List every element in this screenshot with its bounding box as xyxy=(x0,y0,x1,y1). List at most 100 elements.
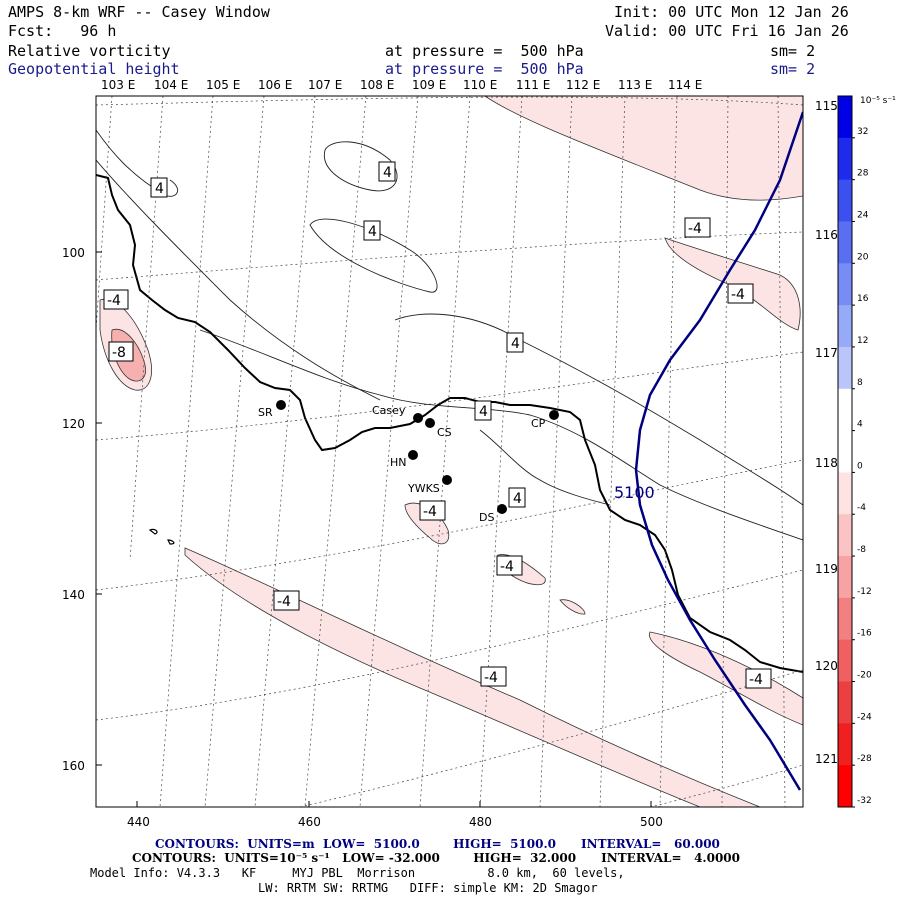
contour-label-text: 4 xyxy=(383,165,392,181)
contour-label-text: -4 xyxy=(749,672,763,688)
contour-label: 4 xyxy=(378,161,396,182)
station-label-ywks: YWKS xyxy=(407,482,440,495)
colorbar-swatch xyxy=(838,556,852,599)
colorbar xyxy=(837,95,855,808)
contour-label-text: -4 xyxy=(500,559,514,575)
colorbar-swatch xyxy=(838,597,852,641)
contour-label-text: -4 xyxy=(423,504,437,520)
colorbar-swatch xyxy=(838,221,852,264)
contour-info-height: CONTOURS: UNITS=m LOW= 5100.0 HIGH= 5100… xyxy=(155,837,720,851)
contour-label: -4 xyxy=(419,500,446,521)
lon-label-top: 112 E xyxy=(566,78,600,92)
contour-label: -4 xyxy=(745,668,772,689)
colorbar-swatch xyxy=(838,137,852,181)
y-tick-label: 140 xyxy=(62,588,85,602)
colorbar-label: 20 xyxy=(857,252,869,262)
colorbar-swatch xyxy=(838,263,852,306)
station-marker-hn xyxy=(408,450,418,460)
negative-vorticity-shading xyxy=(99,96,803,807)
contour-label-text: 4 xyxy=(368,224,377,240)
colorbar-label: -12 xyxy=(857,587,872,597)
height-contour-label: 5100 xyxy=(614,483,655,502)
map-title: AMPS 8-km WRF -- Casey Window xyxy=(8,3,270,21)
field1-smoothing: sm= 2 xyxy=(770,42,816,60)
contour-info-vorticity: CONTOURS: UNITS=10⁻⁵ s⁻¹ LOW= -32.000 HI… xyxy=(132,851,740,865)
colorbar-swatch xyxy=(838,765,852,808)
contour-label: -4 xyxy=(103,289,129,310)
station-label-hn: HN xyxy=(390,456,407,469)
field1-name: Relative vorticity xyxy=(8,42,171,60)
contour-label: -4 xyxy=(480,666,507,687)
colorbar-unit: 10⁻⁵ s⁻¹ xyxy=(860,96,896,106)
colorbar-label: -8 xyxy=(857,545,866,555)
contour-label-text: 4 xyxy=(479,404,488,420)
y-tick-label: 120 xyxy=(62,417,85,431)
contour-label-text: -4 xyxy=(107,293,121,309)
geopotential-height-contour xyxy=(634,111,803,791)
colorbar-swatch xyxy=(838,514,852,557)
lon-label-top: 103 E xyxy=(101,78,135,92)
contour-label-text: -8 xyxy=(112,345,126,361)
colorbar-swatch xyxy=(838,681,852,724)
colorbar-swatch xyxy=(838,430,852,473)
lon-label-top: 107 E xyxy=(308,78,342,92)
map-frame xyxy=(95,95,804,808)
x-tick-label: 440 xyxy=(127,815,150,829)
x-tick-label: 480 xyxy=(469,815,492,829)
contour-label-text: -4 xyxy=(277,594,291,610)
station-marker-casey xyxy=(413,413,423,423)
contour-label: 4 xyxy=(150,177,168,198)
station-marker-sr xyxy=(276,400,286,410)
colorbar-swatch xyxy=(838,305,852,348)
lon-label-top: 111 E xyxy=(516,78,550,92)
station-label-cp: CP xyxy=(531,417,546,430)
lon-label-top: 110 E xyxy=(463,78,497,92)
colorbar-swatch xyxy=(838,96,852,139)
contour-label: -4 xyxy=(727,283,754,304)
colorbar-label: -20 xyxy=(857,671,872,681)
colorbar-label: 12 xyxy=(857,336,868,346)
contour-label-text: 4 xyxy=(155,181,164,197)
colorbar-swatch xyxy=(838,179,852,222)
contour-label: -4 xyxy=(684,217,711,238)
init-time: Init: 00 UTC Mon 12 Jan 26 xyxy=(614,3,849,21)
field2-pressure: at pressure = 500 hPa xyxy=(385,60,584,78)
colorbar-swatch xyxy=(838,723,852,766)
contour-label: -8 xyxy=(108,341,134,362)
colorbar-frame xyxy=(837,95,853,808)
colorbar-label: 8 xyxy=(857,378,863,388)
colorbar-label: -16 xyxy=(857,629,872,639)
lon-label-top: 113 E xyxy=(618,78,652,92)
model-info: Model Info: V4.3.3 KF MYJ PBL Morrison 8… xyxy=(90,866,625,880)
station-label-ds: DS xyxy=(479,511,494,524)
contour-label: -4 xyxy=(273,590,300,611)
lon-label-top: 114 E xyxy=(668,78,702,92)
lon-label-top: 106 E xyxy=(258,78,292,92)
colorbar-label: -32 xyxy=(857,796,872,806)
station-marker-cs xyxy=(425,418,435,428)
station-marker-ywks xyxy=(442,475,452,485)
contour-label-text: -4 xyxy=(484,670,498,686)
colorbar-label: 4 xyxy=(857,420,863,430)
y-tick-label: 100 xyxy=(62,246,85,260)
y-tick-label: 160 xyxy=(62,759,85,773)
lon-label-top: 105 E xyxy=(206,78,240,92)
model-physics: LW: RRTM SW: RRTMG DIFF: simple KM: 2D S… xyxy=(258,881,598,895)
colorbar-swatch xyxy=(838,388,852,432)
contour-label-text: -4 xyxy=(688,221,702,237)
lon-label-top: 109 E xyxy=(412,78,446,92)
colorbar-label: 24 xyxy=(857,210,869,220)
colorbar-label: 28 xyxy=(857,169,869,179)
colorbar-label: 16 xyxy=(857,294,869,304)
contour-label-text: 4 xyxy=(513,491,522,507)
colorbar-swatch xyxy=(838,639,852,683)
contour-label-text: 4 xyxy=(511,336,520,352)
colorbar-label: -4 xyxy=(857,503,866,513)
colorbar-swatch xyxy=(838,472,852,515)
field2-smoothing: sm= 2 xyxy=(770,60,816,78)
colorbar-label: 32 xyxy=(857,127,868,137)
x-tick-label: 460 xyxy=(298,815,321,829)
lon-label-top: 104 E xyxy=(154,78,188,92)
field1-pressure: at pressure = 500 hPa xyxy=(385,42,584,60)
